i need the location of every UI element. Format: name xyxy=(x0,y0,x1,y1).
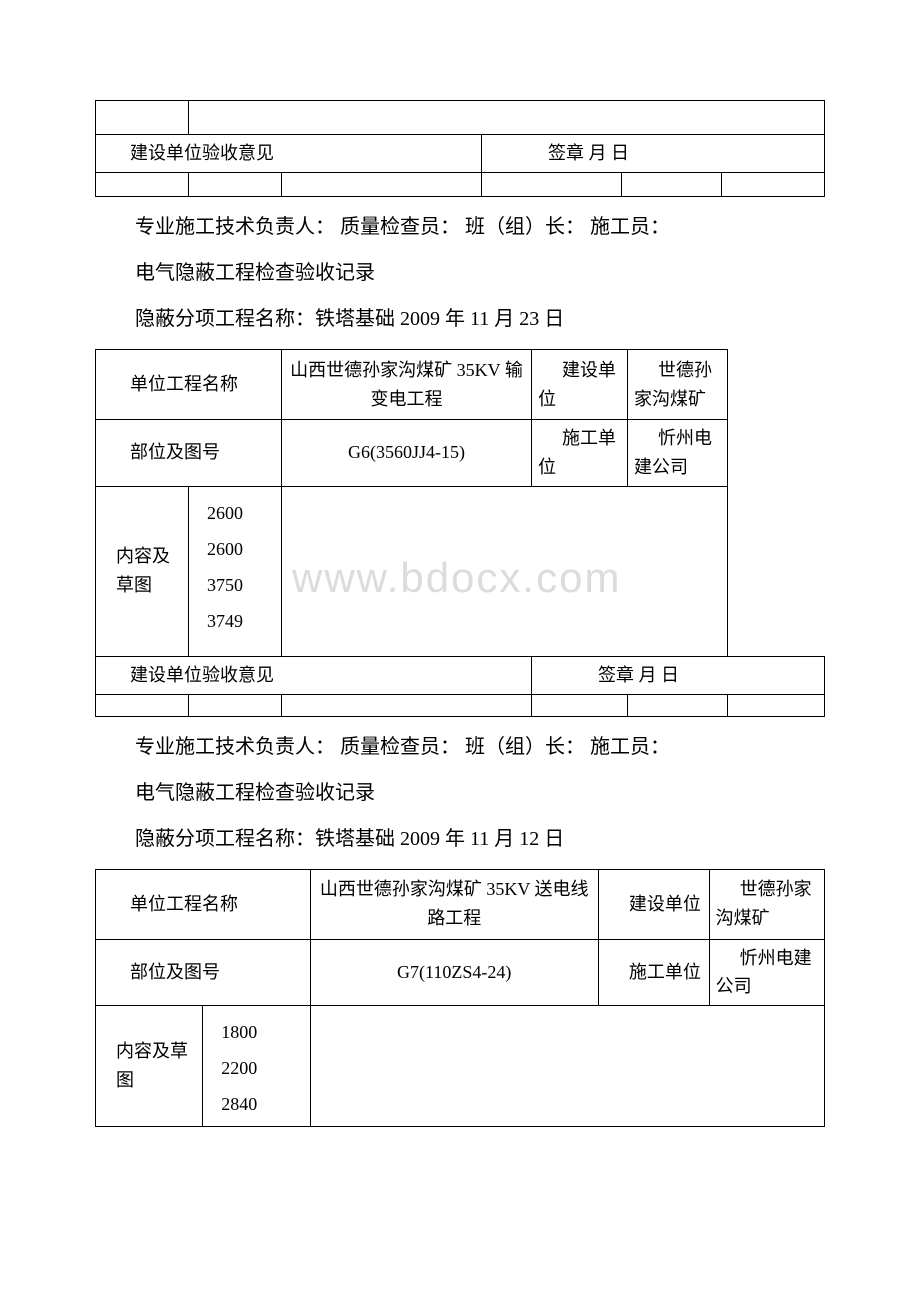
content-number: 2600 xyxy=(207,495,275,531)
build-unit-label: 建设单位 xyxy=(598,869,709,939)
unit-project-value: 山西世德孙家沟煤矿 35KV 输变电工程 xyxy=(282,350,532,420)
record-table-2: 单位工程名称 山西世德孙家沟煤矿 35KV 送电线路工程 建设单位 世德孙家沟煤… xyxy=(95,869,825,1128)
content-number: 3749 xyxy=(207,603,275,639)
part-no-label: 部位及图号 xyxy=(96,420,282,487)
build-unit-value: 世德孙家沟煤矿 xyxy=(628,350,728,420)
unit-name-label: 单位工程名称 xyxy=(96,350,282,420)
signature-label: 签章 月 日 xyxy=(532,656,825,694)
content-number: 1800 xyxy=(221,1014,303,1050)
unit-project-value: 山西世德孙家沟煤矿 35KV 送电线路工程 xyxy=(310,869,598,939)
content-numbers: 2600 2600 3750 3749 xyxy=(189,486,282,656)
stub-cell xyxy=(728,694,825,716)
const-unit-label: 施工单位 xyxy=(532,420,628,487)
staff-line: 专业施工技术负责人： 质量检查员： 班（组）长： 施工员： xyxy=(95,731,825,763)
stub-cell xyxy=(189,101,825,135)
unit-name-label: 单位工程名称 xyxy=(96,869,311,939)
content-number: 2840 xyxy=(221,1086,303,1122)
stub-cell xyxy=(189,173,282,197)
part-no-value: G7(110ZS4-24) xyxy=(310,939,598,1006)
sub-title-1: 隐蔽分项工程名称：铁塔基础 2009 年 11 月 23 日 xyxy=(95,303,825,335)
const-unit-label: 施工单位 xyxy=(598,939,709,1006)
stub-cell xyxy=(722,173,825,197)
const-unit-value: 忻州电建公司 xyxy=(628,420,728,487)
content-sketch-area: www.bdocx.com xyxy=(282,486,728,656)
staff-line: 专业施工技术负责人： 质量检查员： 班（组）长： 施工员： xyxy=(95,211,825,243)
const-unit-value: 忻州电建公司 xyxy=(709,939,824,1006)
build-unit-label: 建设单位 xyxy=(532,350,628,420)
stub-cell xyxy=(96,173,189,197)
record-table-1: 单位工程名称 山西世德孙家沟煤矿 35KV 输变电工程 建设单位 世德孙家沟煤矿… xyxy=(95,349,825,717)
content-sketch-label: 内容及草图 xyxy=(96,486,189,656)
content-number: 2200 xyxy=(221,1050,303,1086)
approval-label: 建设单位验收意见 xyxy=(96,656,532,694)
content-number: 3750 xyxy=(207,567,275,603)
record-title: 电气隐蔽工程检查验收记录 xyxy=(95,257,825,289)
content-sketch-label: 内容及草图 xyxy=(96,1006,203,1127)
stub-cell xyxy=(622,173,722,197)
stub-cell xyxy=(532,694,628,716)
build-unit-value: 世德孙家沟煤矿 xyxy=(709,869,824,939)
stub-cell xyxy=(628,694,728,716)
record-title: 电气隐蔽工程检查验收记录 xyxy=(95,777,825,809)
stub-cell xyxy=(282,173,482,197)
stub-cell xyxy=(482,173,622,197)
content-sketch-area xyxy=(310,1006,824,1127)
part-no-value: G6(3560JJ4-15) xyxy=(282,420,532,487)
stub-cell xyxy=(96,694,189,716)
stub-table-top: 建设单位验收意见 签章 月 日 xyxy=(95,100,825,197)
stub-cell xyxy=(96,101,189,135)
signature-label: 签章 月 日 xyxy=(482,135,825,173)
sub-title-2: 隐蔽分项工程名称：铁塔基础 2009 年 11 月 12 日 xyxy=(95,823,825,855)
part-no-label: 部位及图号 xyxy=(96,939,311,1006)
content-number: 2600 xyxy=(207,531,275,567)
watermark-text: www.bdocx.com xyxy=(292,544,621,611)
approval-label: 建设单位验收意见 xyxy=(96,135,482,173)
stub-cell xyxy=(189,694,282,716)
stub-cell xyxy=(282,694,532,716)
content-numbers: 1800 2200 2840 xyxy=(203,1006,310,1127)
